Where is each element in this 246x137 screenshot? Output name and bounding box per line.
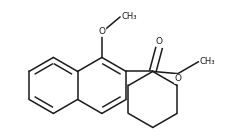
Text: CH₃: CH₃ bbox=[200, 57, 215, 66]
Text: O: O bbox=[175, 74, 182, 83]
Text: O: O bbox=[156, 38, 163, 46]
Text: CH₃: CH₃ bbox=[122, 12, 137, 21]
Text: O: O bbox=[99, 27, 106, 36]
